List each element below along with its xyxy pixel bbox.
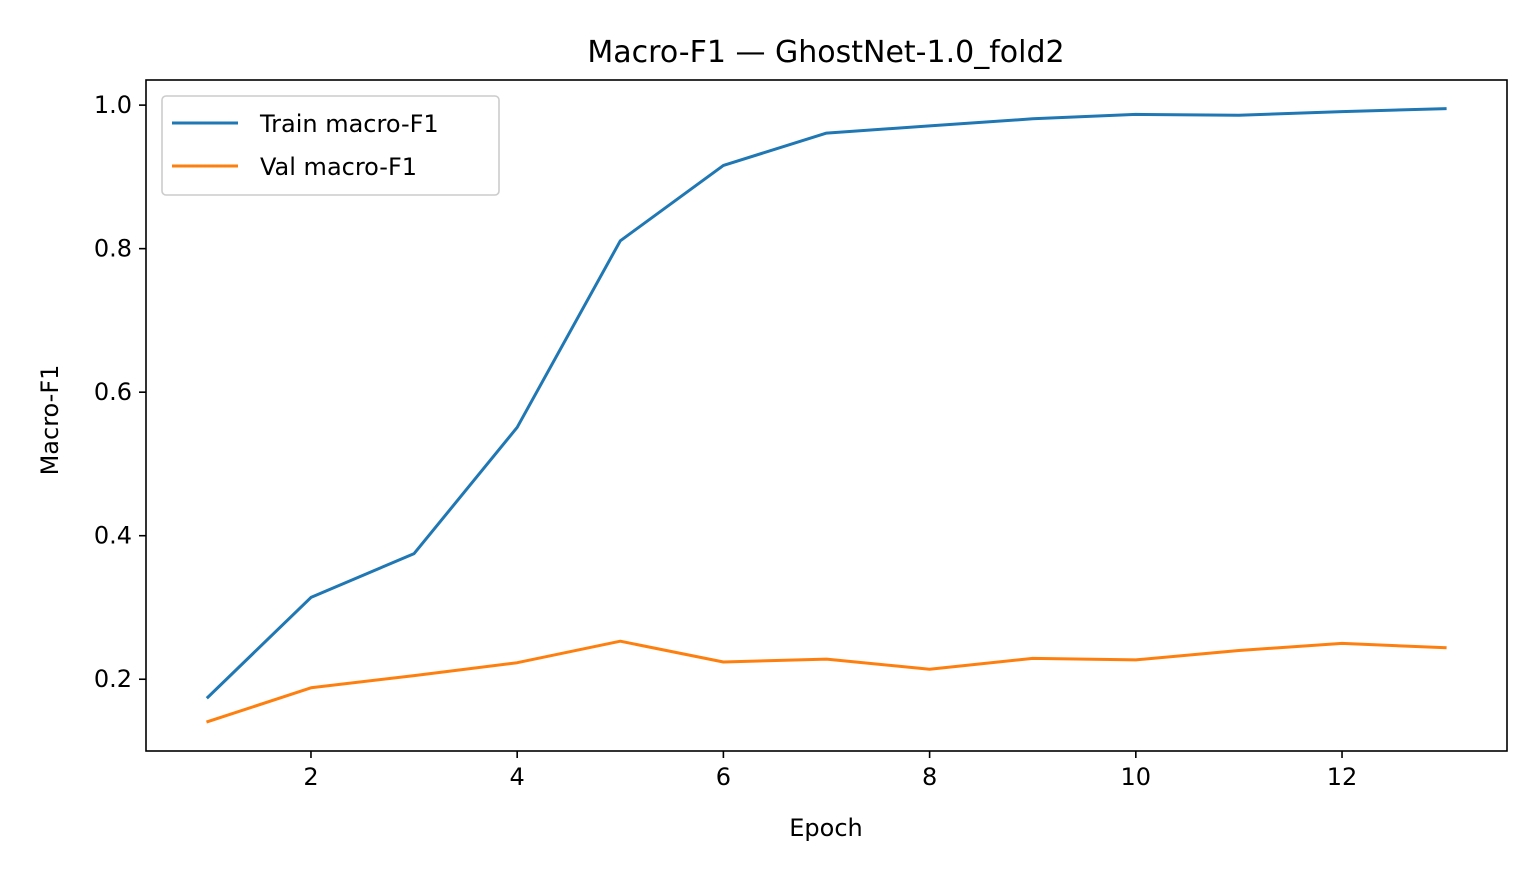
x-tick-label: 8 bbox=[922, 763, 937, 791]
x-tick-label: 10 bbox=[1121, 763, 1152, 791]
legend-label-1: Val macro-F1 bbox=[260, 153, 417, 181]
x-tick-label: 2 bbox=[303, 763, 318, 791]
y-tick-label: 0.4 bbox=[94, 522, 132, 550]
legend-box bbox=[161, 95, 500, 196]
series-line-1 bbox=[206, 639, 1447, 724]
x-tick-label: 12 bbox=[1327, 763, 1358, 791]
plot-area: 2 4 6 8 10 12 0.2 0.4 0.6 0.8 1.0 bbox=[94, 79, 1508, 791]
y-tick-label: 1.0 bbox=[94, 91, 132, 119]
series-line-0 bbox=[205, 107, 1447, 700]
legend: Train macro-F1 Val macro-F1 bbox=[161, 95, 500, 196]
x-axis-label: Epoch bbox=[789, 814, 863, 842]
y-axis-label: Macro-F1 bbox=[36, 365, 64, 476]
chart-title: Macro-F1 — GhostNet-1.0_fold2 bbox=[587, 35, 1064, 70]
y-tick-label: 0.6 bbox=[94, 378, 132, 406]
y-tick-label: 0.2 bbox=[94, 665, 132, 693]
legend-label-0: Train macro-F1 bbox=[259, 110, 439, 138]
plot-frame bbox=[145, 79, 1508, 752]
y-tick-label: 0.8 bbox=[94, 235, 132, 263]
x-tick-label: 4 bbox=[510, 763, 525, 791]
x-tick-label: 6 bbox=[716, 763, 731, 791]
